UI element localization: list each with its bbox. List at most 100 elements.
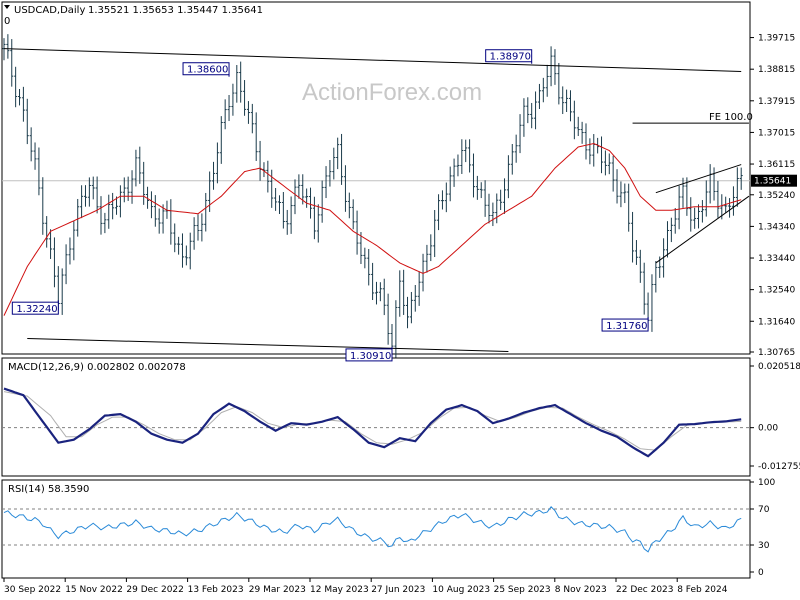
price-y-tick-label: 1.38815 — [758, 65, 795, 75]
candle — [83, 185, 87, 207]
candle — [103, 212, 107, 234]
candle — [483, 180, 487, 217]
watermark: ActionForex.com — [302, 79, 482, 106]
candle — [491, 202, 495, 227]
candle — [440, 190, 444, 210]
rsi-y-tick-label: 30 — [758, 541, 770, 551]
candle — [91, 176, 95, 200]
candle — [437, 194, 441, 231]
candle — [122, 177, 126, 203]
candle — [281, 192, 285, 229]
candle — [704, 180, 708, 217]
candle — [359, 232, 363, 264]
rsi-pane-frame — [1, 479, 751, 579]
moving-average-line — [3, 142, 742, 316]
candle — [76, 198, 80, 237]
candle — [25, 98, 29, 145]
candle — [386, 293, 390, 345]
candle — [18, 88, 22, 106]
candle — [52, 237, 56, 288]
candle — [731, 186, 735, 216]
candle — [522, 98, 526, 137]
candle — [444, 182, 448, 213]
candle — [270, 169, 274, 208]
candle — [309, 187, 313, 219]
candle — [351, 199, 355, 230]
candle — [146, 186, 150, 209]
candle — [433, 209, 437, 258]
candle — [697, 204, 701, 229]
candle — [468, 139, 472, 173]
candle — [37, 147, 41, 196]
x-tick-label: 10 Aug 2023 — [432, 585, 490, 595]
price-y-tick-label: 1.39715 — [758, 34, 795, 44]
candle — [258, 140, 262, 181]
candle — [328, 160, 332, 187]
grid-lines — [2, 180, 750, 546]
rsi-y-tick-label: 0 — [758, 568, 764, 578]
x-tick-label: 8 Feb 2024 — [677, 585, 728, 595]
trendline — [27, 337, 509, 352]
candle — [184, 245, 188, 266]
candle — [627, 183, 631, 232]
svg-text:1.30910: 1.30910 — [350, 351, 391, 362]
candle — [219, 116, 223, 164]
candle — [277, 195, 281, 214]
candle — [712, 167, 716, 201]
candle — [677, 185, 681, 230]
candle — [250, 103, 254, 134]
candle — [320, 180, 324, 223]
ohlc-values: 1.35521 1.35653 1.35447 1.35641 — [88, 5, 263, 16]
candle — [10, 39, 14, 87]
candle — [537, 83, 541, 110]
macd-y-tick-label: 0.00 — [758, 424, 778, 434]
candle — [45, 216, 49, 248]
candle — [413, 285, 417, 312]
candle — [421, 253, 425, 292]
candle — [118, 185, 122, 218]
candle — [603, 150, 607, 176]
last-price-label: 1.35641 — [754, 177, 791, 187]
candle — [223, 99, 227, 130]
svg-text:1.38600: 1.38600 — [187, 65, 228, 76]
candle — [475, 175, 479, 200]
candle — [33, 142, 37, 170]
candle — [561, 86, 565, 115]
candle — [196, 214, 200, 241]
price-label: 1.38600 — [182, 62, 230, 77]
candle — [510, 144, 514, 175]
x-tick-label: 25 Sep 2023 — [494, 585, 551, 595]
price-label: 1.31760 — [601, 317, 649, 332]
candle — [153, 195, 157, 227]
candle — [728, 198, 732, 218]
price-y-tick-label: 1.31640 — [758, 317, 795, 327]
price-y-tick-label: 1.30765 — [758, 348, 795, 358]
overlay-lines — [3, 48, 750, 553]
rsi-y-tick-label: 100 — [758, 478, 775, 488]
candle — [638, 249, 642, 283]
candle — [285, 209, 289, 235]
candle — [650, 274, 654, 332]
candle — [130, 170, 134, 204]
fe-annotation: FE 100.0 — [709, 112, 753, 123]
macd-y-tick-label: 0.020518 — [758, 362, 800, 372]
candle — [549, 46, 553, 87]
candle — [274, 188, 278, 211]
price-label: 1.38970 — [485, 49, 533, 64]
price-label: 1.30910 — [345, 346, 393, 362]
candle — [479, 182, 483, 199]
candle — [584, 123, 588, 160]
candle — [417, 271, 421, 306]
candle — [685, 177, 689, 216]
candle — [378, 282, 382, 302]
candle — [495, 193, 499, 224]
candle — [382, 278, 386, 316]
candle — [580, 121, 584, 144]
candle — [634, 240, 638, 265]
trendline — [655, 164, 742, 194]
candle — [21, 86, 25, 122]
candlestick-series — [2, 34, 743, 358]
candle — [631, 211, 635, 263]
candle — [316, 204, 320, 243]
